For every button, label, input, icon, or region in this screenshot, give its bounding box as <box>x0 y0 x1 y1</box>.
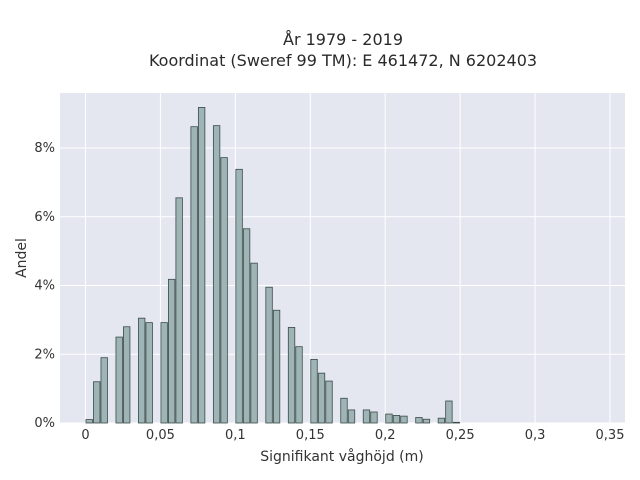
histogram-bar <box>385 413 393 424</box>
x-tick-label: 0,2 <box>375 428 396 443</box>
histogram-bar <box>317 372 326 424</box>
histogram-bar <box>452 421 461 424</box>
histogram-bar <box>138 317 146 424</box>
histogram-bar <box>362 409 371 424</box>
histogram-bar <box>100 357 108 424</box>
histogram-bar <box>295 346 303 424</box>
histogram-bar <box>93 381 101 424</box>
histogram-bar <box>190 126 198 424</box>
histogram-bar <box>287 327 296 424</box>
histogram-bar <box>415 417 423 424</box>
histogram-bar <box>175 197 183 424</box>
histogram-bar <box>392 415 401 424</box>
chart-subtitle: Koordinat (Sweref 99 TM): E 461472, N 62… <box>149 51 537 70</box>
x-tick-label: 0,3 <box>525 428 546 443</box>
histogram-bar <box>242 228 251 424</box>
x-tick-label: 0,1 <box>225 428 246 443</box>
histogram-bar <box>197 107 206 424</box>
y-axis-label: Andel <box>14 238 30 278</box>
histogram-bar <box>310 359 318 424</box>
histogram-bar <box>340 397 348 424</box>
histogram-bar <box>160 322 168 424</box>
y-tick-label: 4% <box>34 279 55 294</box>
x-tick-label: 0,25 <box>446 428 475 443</box>
histogram-bar <box>347 409 356 424</box>
x-axis-ticks: 0 0,05 0,1 0,15 0,2 0,25 0,3 0,35 <box>81 428 624 443</box>
histogram-bars <box>85 107 461 424</box>
histogram-bar <box>265 286 273 424</box>
histogram-bar <box>145 322 153 424</box>
x-tick-label: 0 <box>81 428 89 443</box>
histogram-bar <box>325 380 333 424</box>
x-tick-label: 0,15 <box>296 428 325 443</box>
histogram-bar <box>212 125 221 424</box>
histogram-bar <box>250 262 258 424</box>
histogram-bar <box>115 336 123 424</box>
histogram-bar <box>445 400 453 424</box>
histogram-bar <box>220 157 228 424</box>
chart-title: År 1979 - 2019 <box>283 30 403 49</box>
y-tick-label: 0% <box>34 416 55 431</box>
histogram-bar <box>437 417 446 424</box>
histogram-bar <box>370 411 378 424</box>
y-axis-ticks: 0% 2% 4% 6% 8% <box>34 141 55 431</box>
histogram-bar <box>400 415 408 424</box>
histogram-bar <box>123 326 131 424</box>
x-tick-label: 0,05 <box>146 428 175 443</box>
histogram-bar <box>235 168 243 424</box>
y-tick-label: 6% <box>34 210 55 225</box>
x-tick-label: 0,35 <box>596 428 625 443</box>
histogram-bar <box>85 419 93 424</box>
y-tick-label: 8% <box>34 141 55 156</box>
histogram-bar <box>272 309 281 424</box>
y-tick-label: 2% <box>34 347 55 362</box>
histogram-bar <box>168 278 176 424</box>
histogram-bar <box>422 418 431 424</box>
grid-lines <box>60 93 625 424</box>
x-axis-label: Signifikant våghöjd (m) <box>260 448 423 465</box>
